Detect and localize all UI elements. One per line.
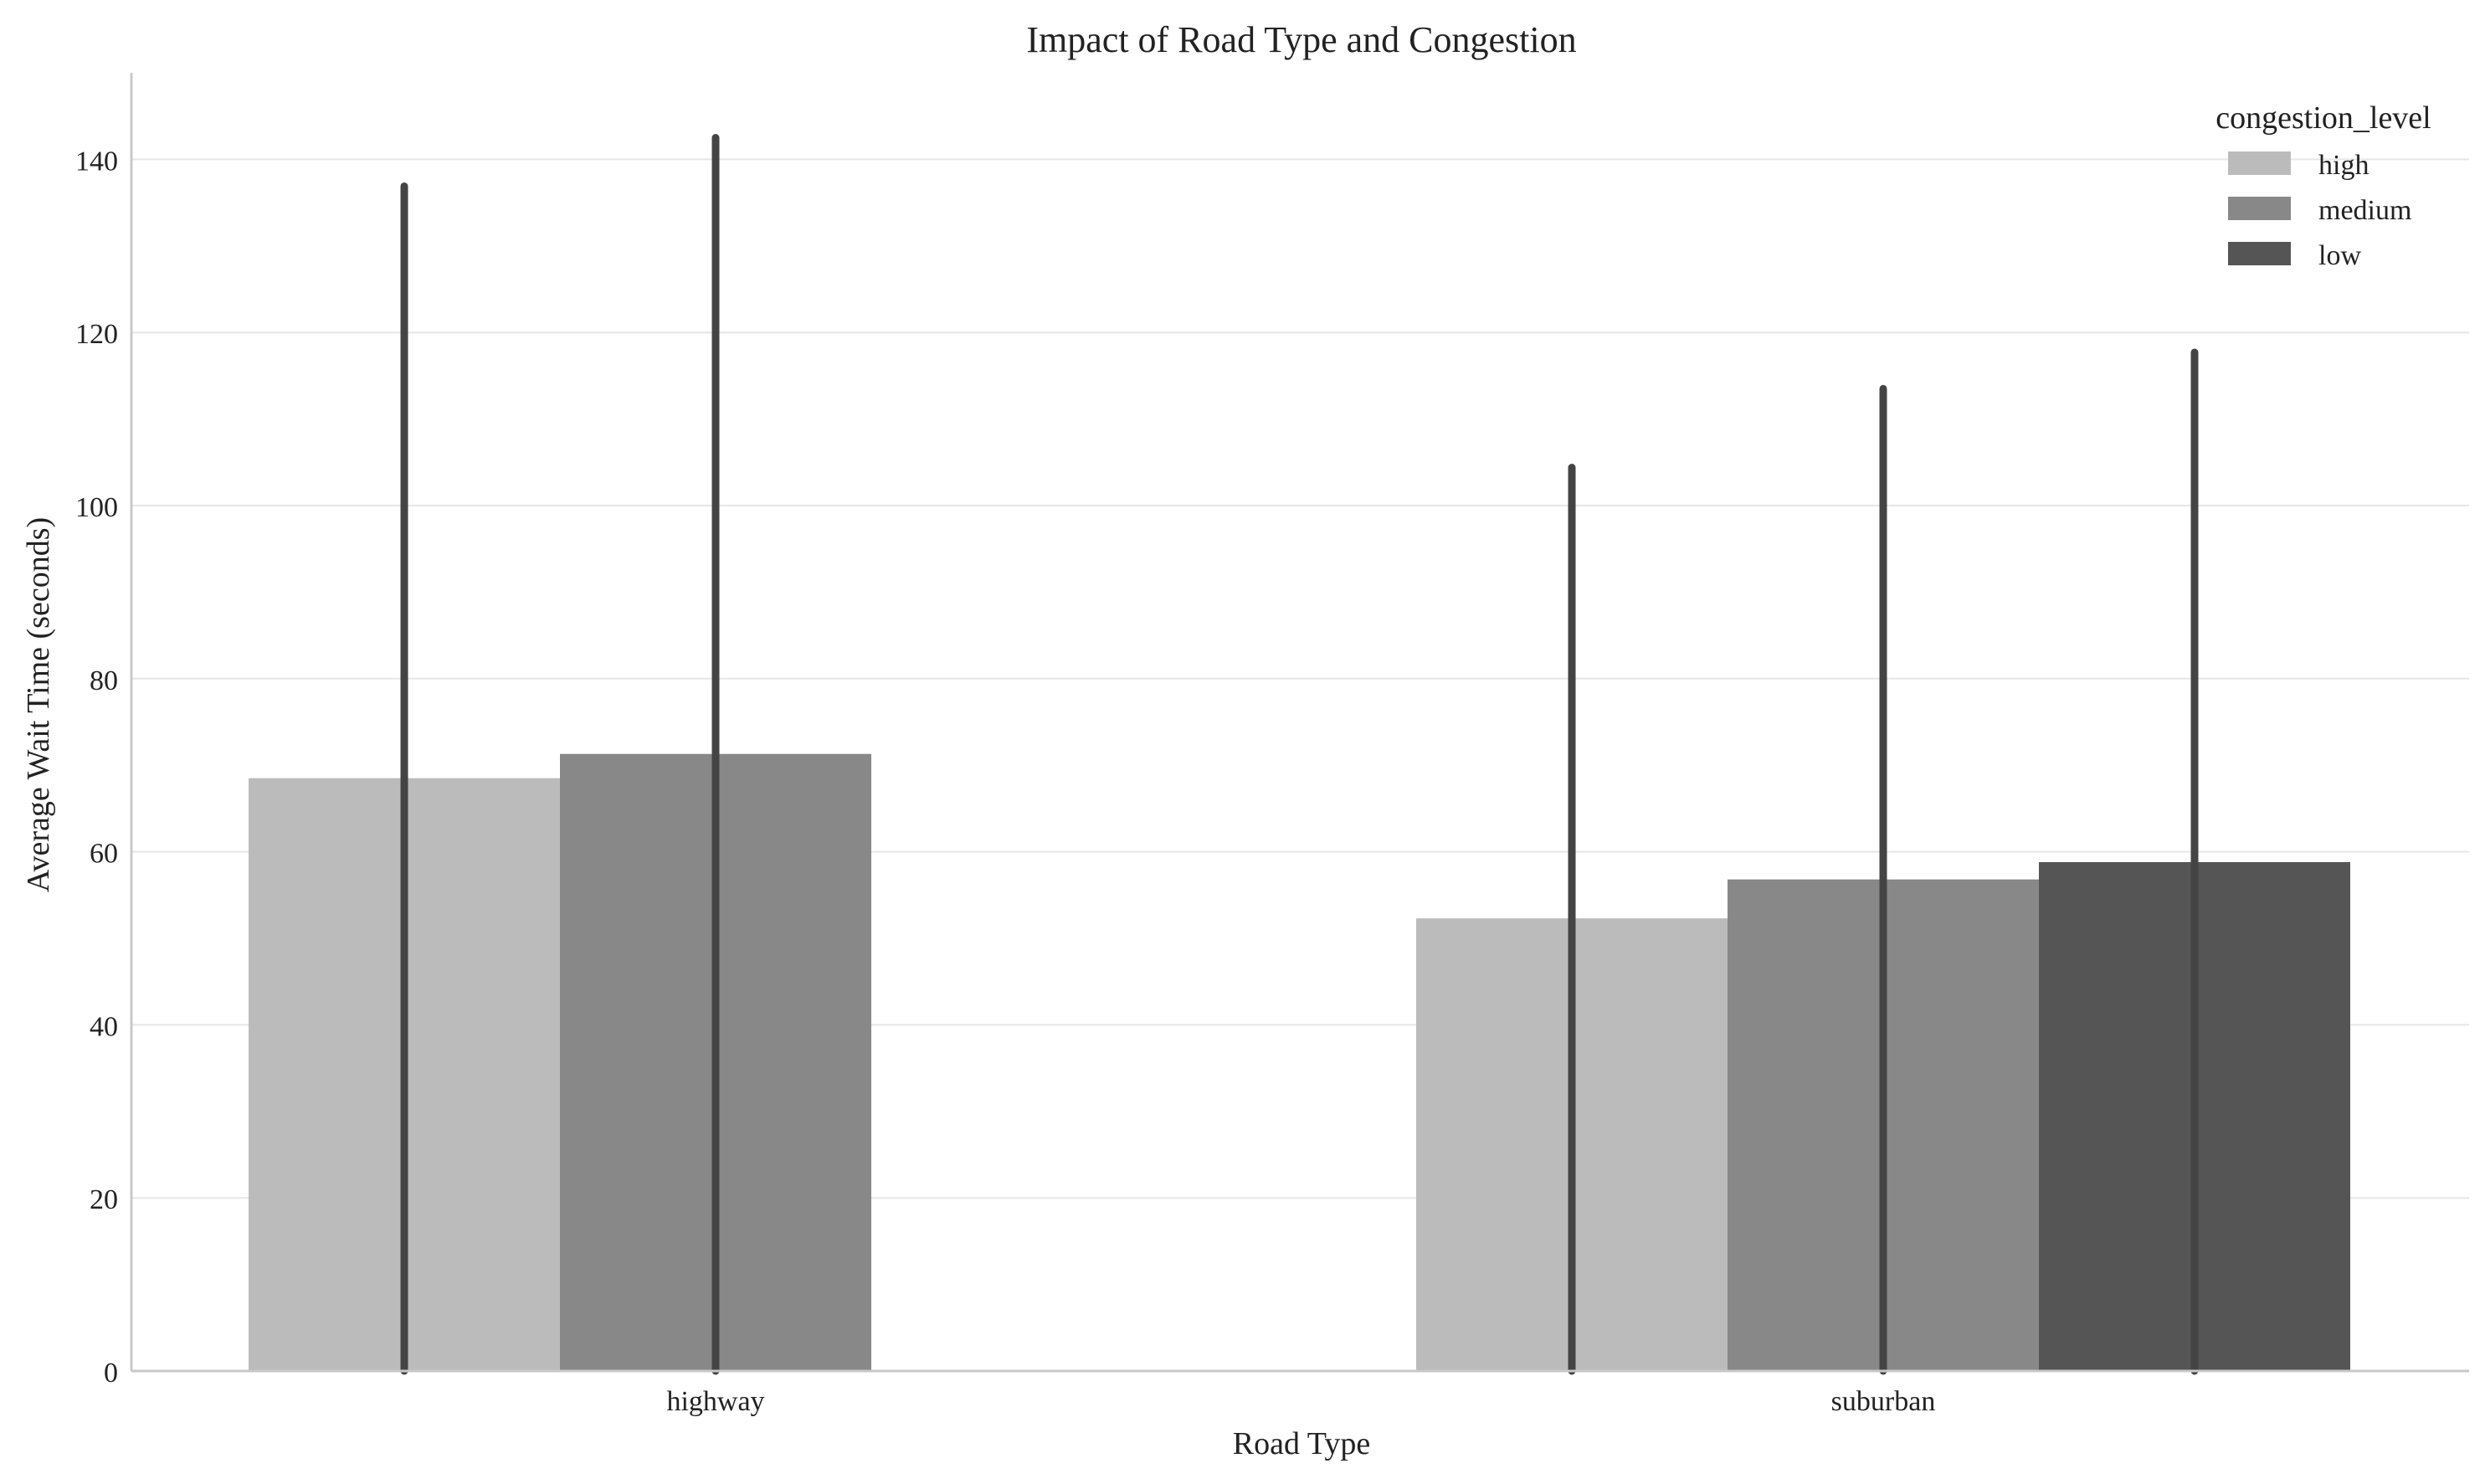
chart-title: Impact of Road Type and Congestion (1026, 19, 1576, 60)
legend-label-high: high (2318, 150, 2369, 181)
y-tick-label: 0 (104, 1358, 118, 1389)
y-tick-label: 60 (90, 839, 118, 870)
legend-title: congestion_level (2215, 100, 2431, 136)
y-tick-label: 40 (90, 1011, 118, 1042)
y-tick-label: 120 (75, 319, 118, 350)
x-tick-label-suburban: suburban (1831, 1386, 1936, 1417)
legend-swatch-medium (2228, 197, 2291, 220)
y-tick-label: 20 (90, 1184, 118, 1215)
y-tick-label: 100 (75, 492, 118, 523)
legend-swatch-low (2228, 242, 2291, 265)
tick-labels: 0 20 40 60 80 100 120 140 highway suburban (75, 146, 1935, 1417)
legend-label-low: low (2318, 240, 2361, 271)
legend-swatch-high (2228, 151, 2291, 175)
x-axis-label: Road Type (1233, 1426, 1370, 1461)
legend: congestion_level high medium low (2215, 100, 2431, 271)
y-tick-label: 140 (75, 146, 118, 177)
x-tick-label-highway: highway (666, 1386, 764, 1417)
y-axis-label: Average Wait Time (seconds) (21, 517, 56, 892)
legend-items: high medium low (2228, 150, 2411, 271)
axes (130, 73, 2469, 1373)
legend-label-medium: medium (2318, 195, 2411, 226)
error-bars (400, 134, 2199, 1375)
y-tick-label: 80 (90, 665, 118, 696)
bars (249, 753, 2350, 1371)
